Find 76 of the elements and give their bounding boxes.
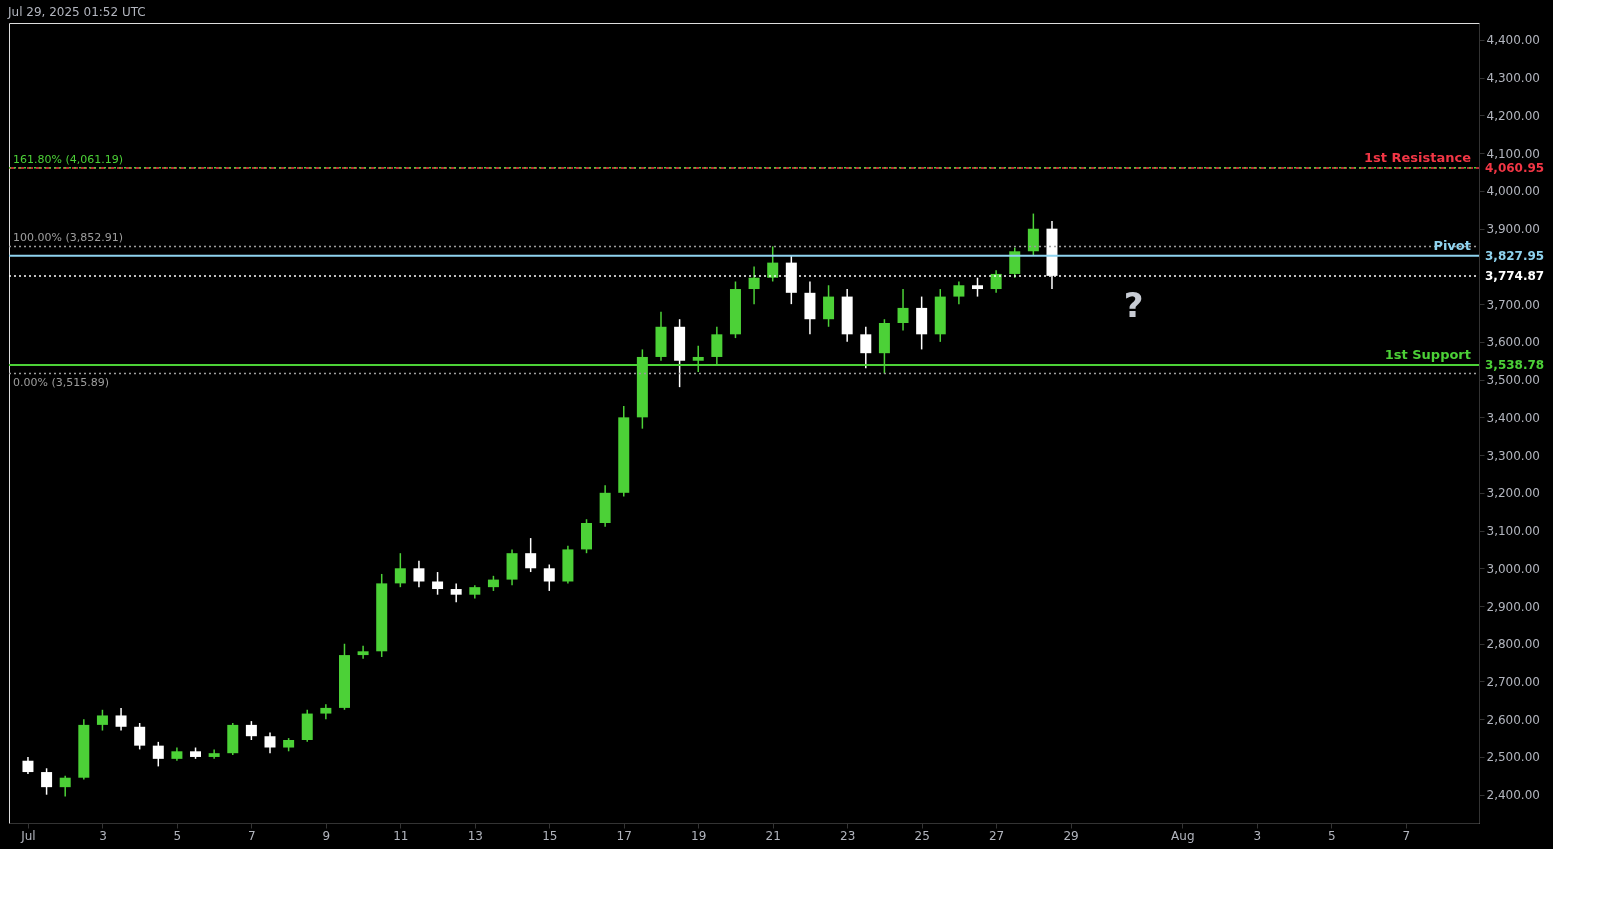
candlestick — [860, 326, 872, 370]
candlestick — [1027, 212, 1039, 256]
y-tick-label: 2,800.00 — [1486, 637, 1540, 652]
ref-line-label: 100.00% (3,852.91) — [13, 231, 124, 245]
y-tick-label: 4,000.00 — [1486, 184, 1540, 199]
y-tick-label: 4,100.00 — [1486, 146, 1540, 161]
ref-line-label: 161.80% (4,061.19) — [13, 152, 124, 166]
text: 3,827.95 — [1485, 248, 1545, 263]
candlestick — [953, 280, 965, 305]
y-tick-label: 4,200.00 — [1486, 108, 1540, 123]
text: Jul 29, 2025 01:52 UTC — [7, 5, 146, 19]
y-tick-label: 2,700.00 — [1486, 674, 1540, 689]
y-tick-label: 3,000.00 — [1486, 561, 1540, 576]
x-tick-label: 19 — [691, 828, 707, 843]
x-tick-label: 5 — [1327, 828, 1336, 843]
y-tick-label: 3,200.00 — [1486, 486, 1540, 501]
candlestick — [525, 537, 537, 573]
y-tick-label: 4,400.00 — [1486, 33, 1540, 48]
y-tick-label: 2,600.00 — [1486, 712, 1540, 727]
y-tick-label: 3,600.00 — [1486, 335, 1540, 350]
candlestick — [41, 767, 53, 796]
ref-line-label: 1st Support — [1384, 346, 1471, 362]
x-tick-label: 15 — [542, 828, 558, 843]
x-tick-label: 13 — [467, 828, 483, 843]
ref-line-label: Pivot — [1433, 237, 1471, 253]
ref-line-label: 3,774.87 — [1485, 268, 1545, 283]
y-tick-label: 3,100.00 — [1486, 524, 1540, 539]
x-tick-label: 11 — [393, 828, 409, 843]
candlestick — [823, 284, 835, 328]
candlestick — [748, 265, 760, 305]
candlestick — [432, 571, 444, 596]
candlestick — [543, 563, 555, 592]
y-tick-label: 2,900.00 — [1486, 599, 1540, 614]
x-tick-label: 9 — [322, 828, 331, 843]
x-tick-label: Jul — [20, 828, 36, 843]
y-tick-label: 3,300.00 — [1486, 448, 1540, 463]
x-tick-label: 3 — [1253, 828, 1262, 843]
candlestick — [264, 731, 276, 754]
y-tick-label: 2,400.00 — [1486, 788, 1540, 803]
candlestick — [134, 722, 146, 751]
x-tick-label: 23 — [840, 828, 856, 843]
candlestick — [394, 552, 406, 588]
candlestick — [357, 644, 369, 660]
candlestick — [115, 707, 127, 732]
x-tick-label: 3 — [99, 828, 107, 843]
y-tick-label: 4,300.00 — [1486, 71, 1540, 86]
x-tick-label: 7 — [248, 828, 256, 843]
candlestick — [59, 775, 71, 798]
x-tick-label: 7 — [1402, 828, 1411, 843]
annotation: ? — [1123, 285, 1144, 325]
text: 3,538.78 — [1485, 357, 1545, 372]
y-tick-label: 3,900.00 — [1486, 222, 1540, 237]
x-tick-label: 29 — [1063, 828, 1079, 843]
candlestick — [897, 288, 909, 332]
candlestick — [972, 276, 984, 298]
candlestick — [96, 709, 108, 732]
x-tick-label: 21 — [765, 828, 781, 843]
text: 4,060.95 — [1485, 160, 1545, 175]
x-tick-label: Aug — [1171, 828, 1195, 843]
x-tick-label: 5 — [173, 828, 182, 843]
y-tick-label: 2,500.00 — [1486, 750, 1540, 765]
y-tick-label: 3,500.00 — [1486, 373, 1540, 388]
ref-line-label: 1st Resistance — [1363, 149, 1472, 165]
x-tick-label: 27 — [988, 828, 1005, 843]
candlestick — [413, 559, 425, 588]
candlestick — [990, 269, 1002, 294]
y-tick-label: 3,400.00 — [1486, 410, 1540, 425]
y-tick-label: 3,700.00 — [1486, 297, 1540, 312]
candlestick — [767, 245, 779, 283]
x-tick-label: 25 — [914, 828, 930, 843]
candlestick — [245, 720, 257, 741]
candlestick — [450, 582, 462, 603]
x-tick-label: 17 — [616, 828, 632, 843]
candlestick — [1009, 246, 1021, 279]
candlestick — [152, 741, 164, 768]
ref-line-label: 0.00% (3,515.89) — [13, 375, 110, 389]
